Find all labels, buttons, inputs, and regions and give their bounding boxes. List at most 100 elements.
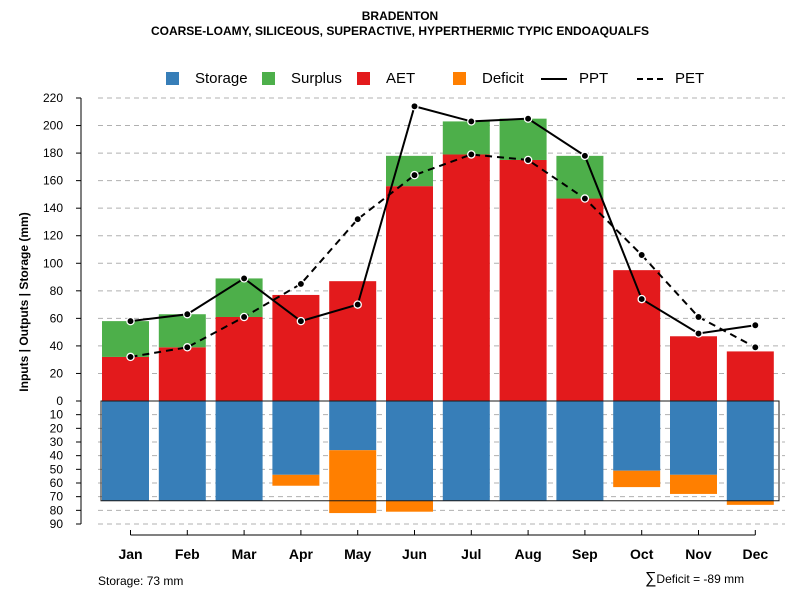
point-ppt-nov [694,329,703,338]
point-pet-nov [694,312,703,322]
y-tick-label: 10 [50,408,64,422]
bar-aet-oct [613,270,661,401]
legend-label-deficit: Deficit [482,70,524,87]
y-tick-label: 50 [50,462,64,476]
bar-storage-mar [215,401,263,501]
x-tick-label: Apr [289,546,314,562]
legend-label-pet: PET [675,70,705,87]
bar-storage-nov [670,401,717,475]
x-tick-label: Aug [514,546,541,562]
point-ppt-aug [523,114,533,123]
line-pet [130,153,756,358]
bar-storage-feb [158,401,206,501]
y-tick-label: 220 [43,91,63,105]
y-tick-label: 20 [50,421,64,435]
bar-aet-mar [215,316,263,401]
y-tick-label: 200 [43,119,63,133]
x-tick-label: Nov [685,546,712,562]
legend-line-pet [637,77,663,80]
legend-item-storage: Storage [166,70,248,87]
legend-label-storage: Storage [195,70,248,87]
point-pet-jun [410,170,419,180]
bar-storage-apr [272,401,320,475]
y-tick-label: 90 [50,517,64,531]
x-tick-label: Jun [402,546,427,562]
x-tick-label: Mar [232,546,257,562]
point-pet-jan [126,352,135,362]
bar-aet-dec [726,351,774,401]
storage-capacity-box [100,400,780,502]
y-tick-label: 80 [50,284,64,298]
x-tick-label: Sep [572,546,598,562]
bar-deficit-jun [386,500,433,512]
bar-aet-aug [499,159,547,401]
point-ppt-dec [751,320,760,330]
bar-storage-oct [613,401,661,471]
y-tick-label: 60 [50,476,64,490]
legend-swatch-storage [166,72,179,85]
bar-deficit-oct [613,470,661,488]
point-pet-jul [467,150,476,159]
y-axis-label: Inputs | Outputs | Storage (mm) [17,212,31,391]
bar-surplus-aug [499,118,547,160]
x-tick-label: Jan [118,546,142,562]
deficit-note: ∑Deficit = -89 mm [645,570,744,588]
y-tick-label: 100 [43,256,63,270]
point-pet-may [353,214,362,224]
bar-aet-jun [386,186,433,401]
point-ppt-jan [126,316,135,326]
bar-storage-jan [102,401,149,501]
point-pet-aug [523,155,533,165]
bar-deficit-may [329,450,377,514]
legend-swatch-deficit [453,72,466,85]
bar-aet-jan [102,356,149,401]
point-ppt-jul [467,117,476,126]
legend-item-pet: PET [637,70,704,87]
y-tick-label: 0 [56,394,63,408]
bar-storage-jul [442,401,490,501]
bar-deficit-apr [272,474,320,486]
bar-surplus-jan [102,321,149,357]
bar-storage-dec [726,401,774,501]
legend-item-ppt: PPT [541,70,608,87]
legend-item-aet: AET [357,70,415,87]
point-pet-sep [580,194,590,203]
x-tick-label: Oct [630,546,654,562]
sigma-symbol: ∑ [645,570,657,587]
point-ppt-sep [580,151,590,161]
y-tick-label: 40 [50,449,64,463]
legend-label-ppt: PPT [579,70,609,87]
y-tick-label: 30 [50,435,64,449]
x-tick-label: Dec [742,546,768,562]
y-tick-label: 180 [43,146,63,160]
legend-label-surplus: Surplus [291,70,342,87]
legend-label-aet: AET [386,70,416,87]
point-pet-dec [751,343,760,352]
y-tick-label: 70 [50,490,64,504]
point-pet-feb [183,343,192,352]
x-tick-label: Jul [461,546,481,562]
bar-aet-feb [158,347,206,401]
legend-swatch-surplus [262,72,275,85]
bar-surplus-feb [158,314,206,348]
y-tick-label: 160 [43,174,63,188]
point-ppt-apr [296,316,306,326]
bar-deficit-dec [726,500,774,505]
legend: Storage Surplus AET Deficit PPT PET [0,70,800,90]
bar-surplus-jul [442,121,490,155]
deficit-note-text: Deficit = -89 mm [656,572,745,586]
bar-aet-nov [670,336,717,401]
bar-storage-jun [386,401,433,501]
point-ppt-feb [183,309,192,319]
point-pet-apr [296,279,306,289]
y-tick-label: 60 [50,311,64,325]
bar-storage-may [329,401,377,451]
bar-aet-sep [556,198,604,401]
point-pet-oct [637,250,646,260]
bar-aet-may [329,281,377,401]
line-ppt [130,105,756,335]
y-tick-label: 40 [50,339,64,353]
y-tick-label: 20 [50,366,64,380]
point-ppt-jun [410,102,419,111]
